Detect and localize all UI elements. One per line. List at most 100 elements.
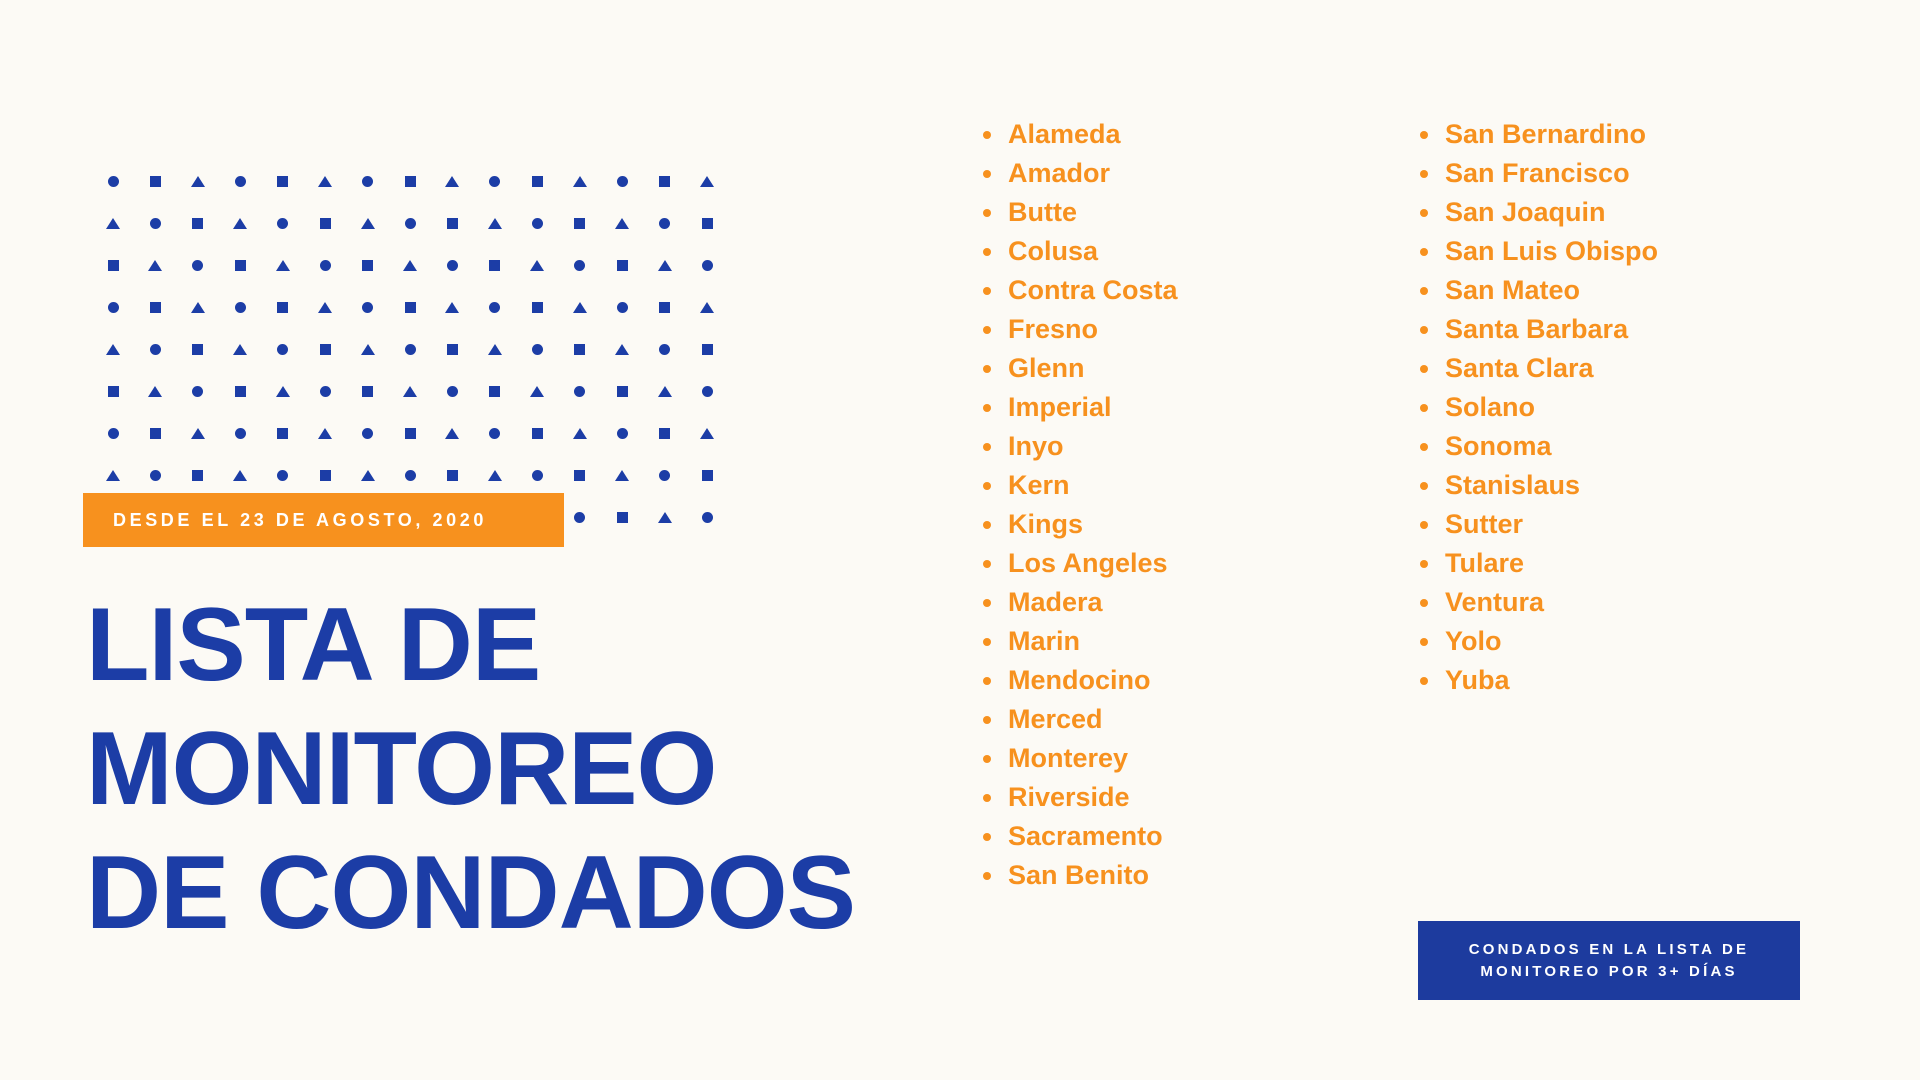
county-name: Inyo <box>1008 431 1064 461</box>
pattern-square-icon <box>659 427 671 439</box>
pattern-square-icon <box>192 469 204 481</box>
county-list-item: San Bernardino <box>1420 115 1658 154</box>
pattern-square-icon <box>616 385 628 397</box>
pattern-square-icon <box>489 259 501 271</box>
pattern-circle-icon <box>319 385 331 397</box>
pattern-square-icon <box>404 301 416 313</box>
county-name: Mendocino <box>1008 665 1151 695</box>
pattern-triangle-icon <box>318 427 333 439</box>
pattern-circle-icon <box>659 469 671 481</box>
county-list-item: Monterey <box>983 739 1178 778</box>
pattern-square-icon <box>149 301 161 313</box>
pattern-triangle-icon <box>572 301 587 313</box>
pattern-square-icon <box>574 343 586 355</box>
county-name: Contra Costa <box>1008 275 1178 305</box>
bullet-dot-icon <box>1420 481 1428 490</box>
pattern-triangle-icon <box>657 385 672 397</box>
county-list-item: Solano <box>1420 388 1658 427</box>
pattern-triangle-icon <box>445 301 460 313</box>
bullet-dot-icon <box>1420 442 1428 451</box>
pattern-square-icon <box>277 301 289 313</box>
county-name: Santa Barbara <box>1445 314 1629 344</box>
county-list-item: Sonoma <box>1420 427 1658 466</box>
county-name: Glenn <box>1008 353 1085 383</box>
bullet-dot-icon <box>983 598 991 607</box>
pattern-circle-icon <box>149 217 161 229</box>
bullet-dot-icon <box>1420 676 1428 685</box>
county-name: Yuba <box>1445 665 1510 695</box>
pattern-square-icon <box>192 343 204 355</box>
pattern-circle-icon <box>489 175 501 187</box>
pattern-circle-icon <box>489 301 501 313</box>
county-name: Merced <box>1008 704 1103 734</box>
pattern-triangle-icon <box>572 427 587 439</box>
pattern-circle-icon <box>659 217 671 229</box>
pattern-circle-icon <box>192 385 204 397</box>
bullet-dot-icon <box>1420 247 1428 256</box>
county-list-item: Inyo <box>983 427 1178 466</box>
bullet-dot-icon <box>983 715 991 724</box>
pattern-circle-icon <box>659 343 671 355</box>
bullet-dot-icon <box>983 364 991 373</box>
pattern-circle-icon <box>489 427 501 439</box>
pattern-triangle-icon <box>360 343 375 355</box>
county-list-item: Butte <box>983 193 1178 232</box>
county-name: San Luis Obispo <box>1445 236 1659 266</box>
pattern-circle-icon <box>701 259 713 271</box>
pattern-circle-icon <box>107 175 119 187</box>
pattern-triangle-icon <box>700 301 715 313</box>
bullet-dot-icon <box>983 520 991 529</box>
pattern-triangle-icon <box>657 259 672 271</box>
pattern-circle-icon <box>531 343 543 355</box>
county-list-item: San Francisco <box>1420 154 1658 193</box>
pattern-square-icon <box>404 175 416 187</box>
bullet-dot-icon <box>1420 364 1428 373</box>
pattern-triangle-icon <box>700 175 715 187</box>
pattern-square-icon <box>192 217 204 229</box>
page-title: LISTA DE MONITOREO DE CONDADOS <box>86 583 856 955</box>
county-name: San Joaquin <box>1445 197 1606 227</box>
pattern-triangle-icon <box>233 217 248 229</box>
county-list-item: Sacramento <box>983 817 1178 856</box>
pattern-circle-icon <box>277 469 289 481</box>
bullet-dot-icon <box>1420 598 1428 607</box>
pattern-square-icon <box>319 469 331 481</box>
pattern-square-icon <box>531 427 543 439</box>
pattern-circle-icon <box>404 343 416 355</box>
pattern-circle-icon <box>362 175 374 187</box>
county-list-item: Fresno <box>983 310 1178 349</box>
pattern-triangle-icon <box>190 301 205 313</box>
bullet-dot-icon <box>983 403 991 412</box>
pattern-triangle-icon <box>106 343 120 355</box>
bullet-dot-icon <box>983 442 991 451</box>
county-name: Sacramento <box>1008 821 1163 851</box>
bullet-dot-icon <box>983 130 991 139</box>
pattern-triangle-icon <box>615 217 630 229</box>
pattern-triangle-icon <box>275 259 290 271</box>
bullet-dot-icon <box>1420 130 1428 139</box>
pattern-triangle-icon <box>233 343 248 355</box>
bullet-dot-icon <box>983 637 991 646</box>
county-name: San Benito <box>1008 860 1150 890</box>
pattern-circle-icon <box>234 175 246 187</box>
pattern-square-icon <box>616 511 628 523</box>
county-list-item: Mendocino <box>983 661 1178 700</box>
bullet-dot-icon <box>983 754 991 763</box>
pattern-square-icon <box>531 301 543 313</box>
pattern-square-icon <box>659 175 671 187</box>
pattern-circle-icon <box>446 385 458 397</box>
pattern-circle-icon <box>362 301 374 313</box>
county-list-item: Marin <box>983 622 1178 661</box>
pattern-square-icon <box>319 217 331 229</box>
bullet-dot-icon <box>1420 325 1428 334</box>
bullet-dot-icon <box>1420 559 1428 568</box>
title-line-3: DE CONDADOS <box>86 835 856 951</box>
pattern-circle-icon <box>701 511 713 523</box>
date-banner: DESDE EL 23 DE AGOSTO, 2020 <box>83 493 564 547</box>
pattern-circle-icon <box>277 217 289 229</box>
county-list-item: Yuba <box>1420 661 1658 700</box>
pattern-square-icon <box>446 217 458 229</box>
bullet-dot-icon <box>1420 208 1428 217</box>
pattern-circle-icon <box>616 301 628 313</box>
